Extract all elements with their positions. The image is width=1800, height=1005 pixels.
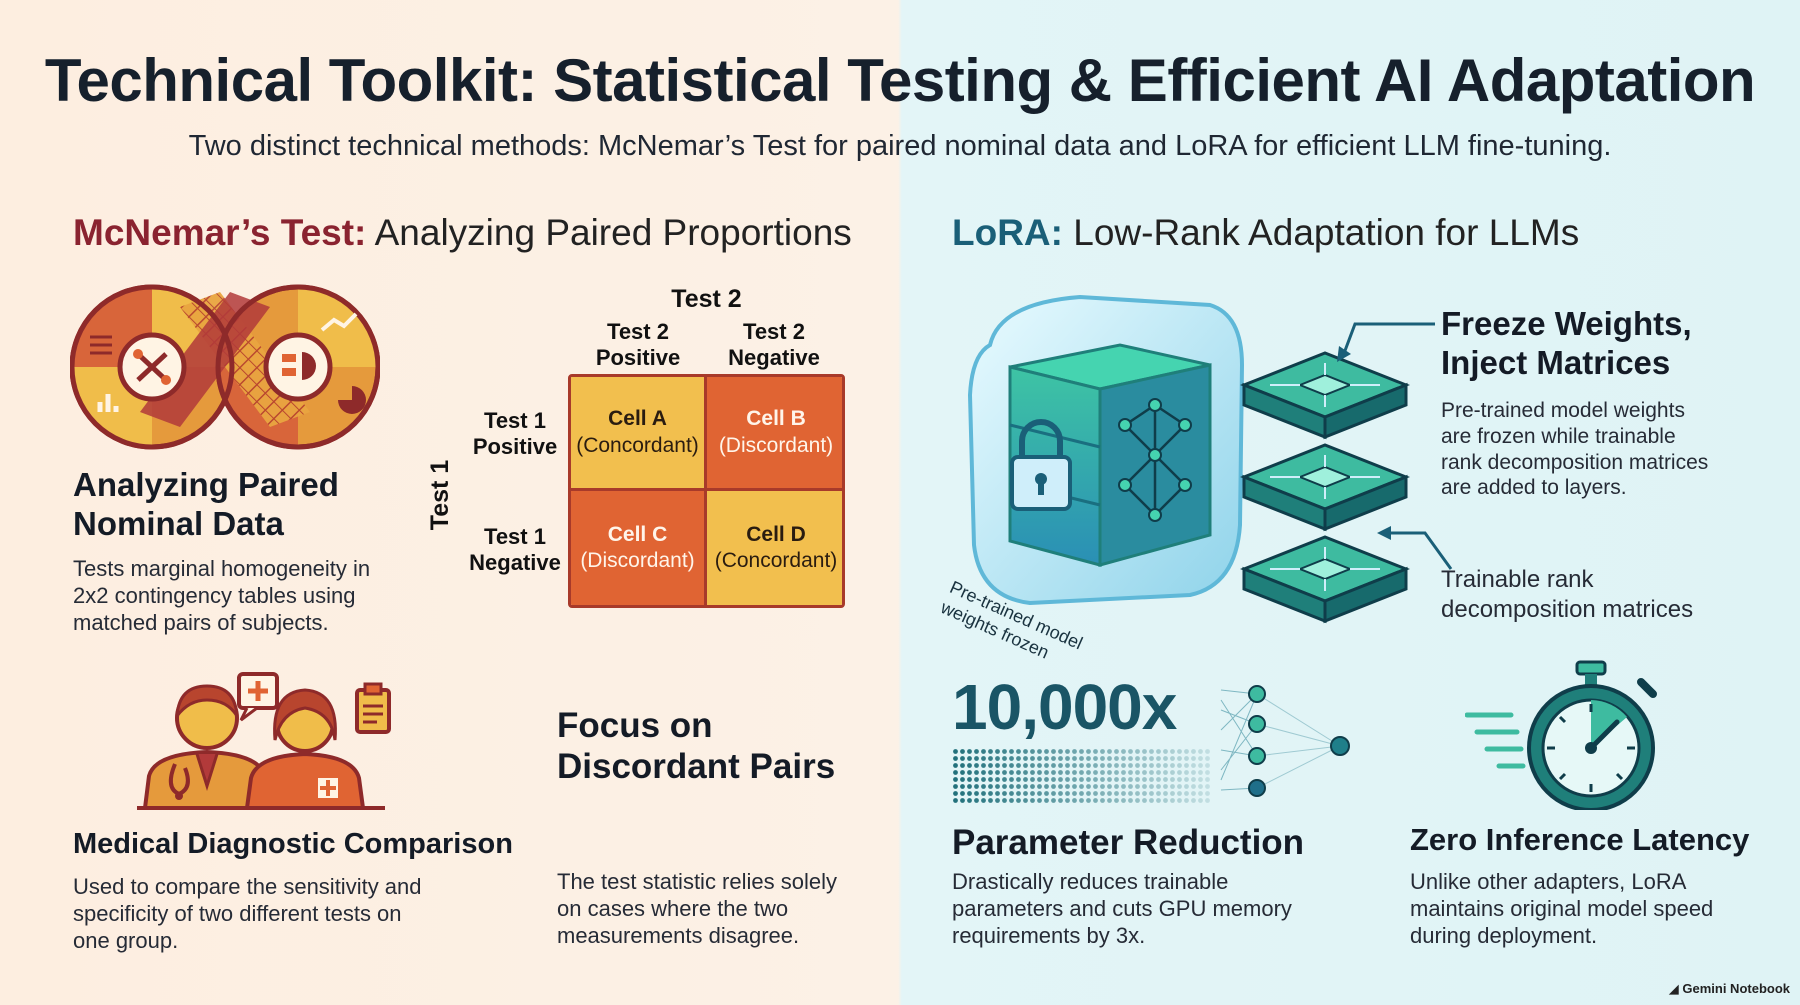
row2-line2: Negative xyxy=(469,550,561,576)
paired-heading-line2: Nominal Data xyxy=(73,504,284,542)
neural-network-icon xyxy=(1220,685,1350,797)
cell-c-type: (Discordant) xyxy=(580,549,695,572)
matrix-col2-header: Test 2 Negative xyxy=(714,319,834,372)
brand-logo-icon: ◢ xyxy=(1668,981,1683,996)
latency-body-line2: maintains original model speed xyxy=(1410,896,1714,922)
mcnemar-title-bold: McNemar’s Test: xyxy=(73,212,367,253)
trainable-arrow-icon xyxy=(1377,526,1453,570)
paired-body-line3: matched pairs of subjects. xyxy=(73,610,329,636)
matrix-test2-label: Test 2 xyxy=(671,285,742,313)
row2-line1: Test 1 xyxy=(484,524,546,549)
medical-body-line1: Used to compare the sensitivity and xyxy=(73,874,422,899)
discordant-body-line1: The test statistic relies solely xyxy=(557,869,837,894)
cell-d: Cell D (Concordant) xyxy=(707,491,842,605)
latency-body-line1: Unlike other adapters, LoRA xyxy=(1410,869,1687,894)
cell-a: Cell A (Concordant) xyxy=(571,377,707,491)
trainable-label: Trainable rank decomposition matrices xyxy=(1441,565,1693,625)
discordant-heading-line2: Discordant Pairs xyxy=(557,747,836,787)
medical-body-line2: specificity of two different tests on xyxy=(73,901,402,927)
col2-line2: Negative xyxy=(728,345,820,371)
matrix-row2-header: Test 1 Negative xyxy=(465,524,565,577)
matrix-col1-header: Test 2 Positive xyxy=(578,319,698,372)
col2-line1: Test 2 xyxy=(743,319,805,344)
reduction-body-line1: Drastically reduces trainable xyxy=(952,869,1229,894)
discordant-body-line2: on cases where the two xyxy=(557,896,789,922)
doctors-icon xyxy=(137,672,391,810)
row1-line1: Test 1 xyxy=(484,408,546,433)
lora-section-title: LoRA: Low-Rank Adaptation for LLMs xyxy=(952,212,1579,254)
freeze-body-line1: Pre-trained model weights xyxy=(1441,399,1685,422)
discordant-heading: Focus on Discordant Pairs xyxy=(557,705,835,788)
cell-b-type: (Discordant) xyxy=(718,433,834,457)
medical-body-line3: one group. xyxy=(73,928,179,954)
ice-cube-lock-icon xyxy=(967,294,1245,606)
infinity-data-icon xyxy=(70,284,380,450)
reduction-body-line2: parameters and cuts GPU memory xyxy=(952,896,1292,922)
discordant-body-line3: measurements disagree. xyxy=(557,923,800,949)
contingency-matrix: Cell A (Concordant) Cell B (Discordant) … xyxy=(568,374,845,608)
lora-title-bold: LoRA: xyxy=(952,212,1063,253)
medical-body: Used to compare the sensitivity and spec… xyxy=(73,873,422,954)
lora-title-rest: Low-Rank Adaptation for LLMs xyxy=(1062,212,1580,253)
mcnemar-title-rest: Analyzing Paired Proportions xyxy=(366,212,852,253)
paired-heading-line1: Analyzing Paired xyxy=(73,466,339,503)
reduction-body-line3: requirements by 3x. xyxy=(952,923,1146,949)
discordant-heading-line1: Focus on xyxy=(557,706,713,745)
matrix-row1-header: Test 1 Positive xyxy=(465,408,565,461)
trainable-line2: decomposition matrices xyxy=(1441,596,1694,623)
freeze-heading-line2: Inject Matrices xyxy=(1441,343,1671,381)
freeze-heading-line1: Freeze Weights, xyxy=(1441,305,1692,342)
row1-line2: Positive xyxy=(472,434,558,460)
latency-heading: Zero Inference Latency xyxy=(1410,822,1750,857)
reduction-big-number: 10,000x xyxy=(952,671,1177,743)
circuit-layers-icon xyxy=(1240,351,1410,624)
paired-body-line2: 2x2 contingency tables using xyxy=(73,583,356,609)
reduction-heading: Parameter Reduction xyxy=(952,823,1305,862)
col1-line1: Test 2 xyxy=(607,319,669,344)
paired-body-line1: Tests marginal homogeneity in xyxy=(73,556,371,581)
mcnemar-section-title: McNemar’s Test: Analyzing Paired Proport… xyxy=(73,212,852,254)
freeze-arrow-icon xyxy=(1337,322,1435,362)
freeze-body: Pre-trained model weights are frozen whi… xyxy=(1441,398,1708,501)
cell-b: Cell B (Discordant) xyxy=(707,377,842,491)
paired-data-heading: Analyzing Paired Nominal Data xyxy=(73,466,339,544)
col1-line2: Positive xyxy=(595,345,681,371)
matrix-test1-label: Test 1 xyxy=(426,459,454,531)
cell-c-name: Cell C xyxy=(607,522,668,546)
paired-data-body: Tests marginal homogeneity in 2x2 contin… xyxy=(73,555,370,636)
cell-a-type: (Concordant) xyxy=(576,433,699,457)
trainable-line1: Trainable rank xyxy=(1441,566,1594,593)
cell-d-name: Cell D xyxy=(746,522,806,546)
freeze-body-line3: rank decomposition matrices xyxy=(1441,450,1709,474)
stopwatch-icon xyxy=(1465,660,1657,810)
latency-body: Unlike other adapters, LoRA maintains or… xyxy=(1410,868,1713,949)
freeze-body-line2: are frozen while trainable xyxy=(1441,424,1676,448)
matrix-test1-axis: Test 1 xyxy=(420,440,460,550)
subtitle: Two distinct technical methods: McNemar’… xyxy=(188,130,1612,162)
discordant-body: The test statistic relies solely on case… xyxy=(557,868,837,949)
medical-heading: Medical Diagnostic Comparison xyxy=(73,828,513,860)
dot-matrix-graphic xyxy=(952,748,1212,804)
main-title: Technical Toolkit: Statistical Testing &… xyxy=(44,47,1756,114)
footer-brand-label: Gemini Notebook xyxy=(1682,981,1790,996)
freeze-heading: Freeze Weights, Inject Matrices xyxy=(1441,305,1692,383)
cell-b-name: Cell B xyxy=(746,407,806,431)
cell-d-type: (Concordant) xyxy=(714,549,838,572)
cell-c: Cell C (Discordant) xyxy=(571,491,707,605)
cell-a-name: Cell A xyxy=(608,407,667,431)
freeze-body-line4: are added to layers. xyxy=(1441,476,1627,500)
latency-body-line3: during deployment. xyxy=(1410,923,1598,949)
footer-brand: ◢ Gemini Notebook xyxy=(1669,981,1790,997)
reduction-body: Drastically reduces trainable parameters… xyxy=(952,868,1292,949)
